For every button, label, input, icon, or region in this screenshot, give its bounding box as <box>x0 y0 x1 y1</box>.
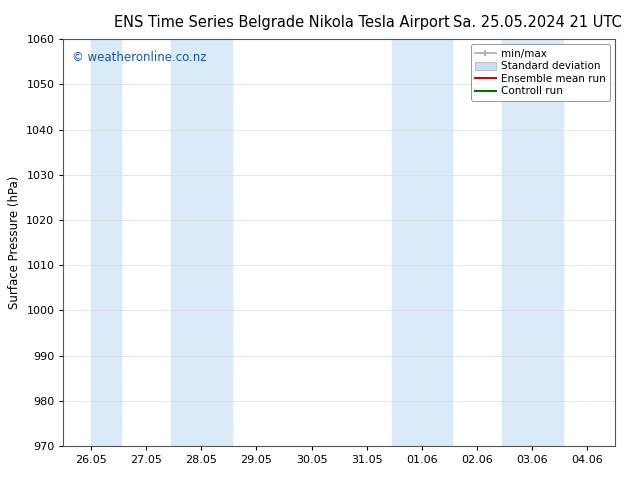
Bar <box>392 39 452 446</box>
Text: © weatheronline.co.nz: © weatheronline.co.nz <box>72 51 206 64</box>
Y-axis label: Surface Pressure (hPa): Surface Pressure (hPa) <box>8 176 21 309</box>
Bar <box>171 39 231 446</box>
Text: Sa. 25.05.2024 21 UTC: Sa. 25.05.2024 21 UTC <box>453 15 621 30</box>
Legend: min/max, Standard deviation, Ensemble mean run, Controll run: min/max, Standard deviation, Ensemble me… <box>470 45 610 100</box>
Bar <box>502 39 562 446</box>
Text: ENS Time Series Belgrade Nikola Tesla Airport: ENS Time Series Belgrade Nikola Tesla Ai… <box>114 15 450 30</box>
Bar <box>91 39 121 446</box>
